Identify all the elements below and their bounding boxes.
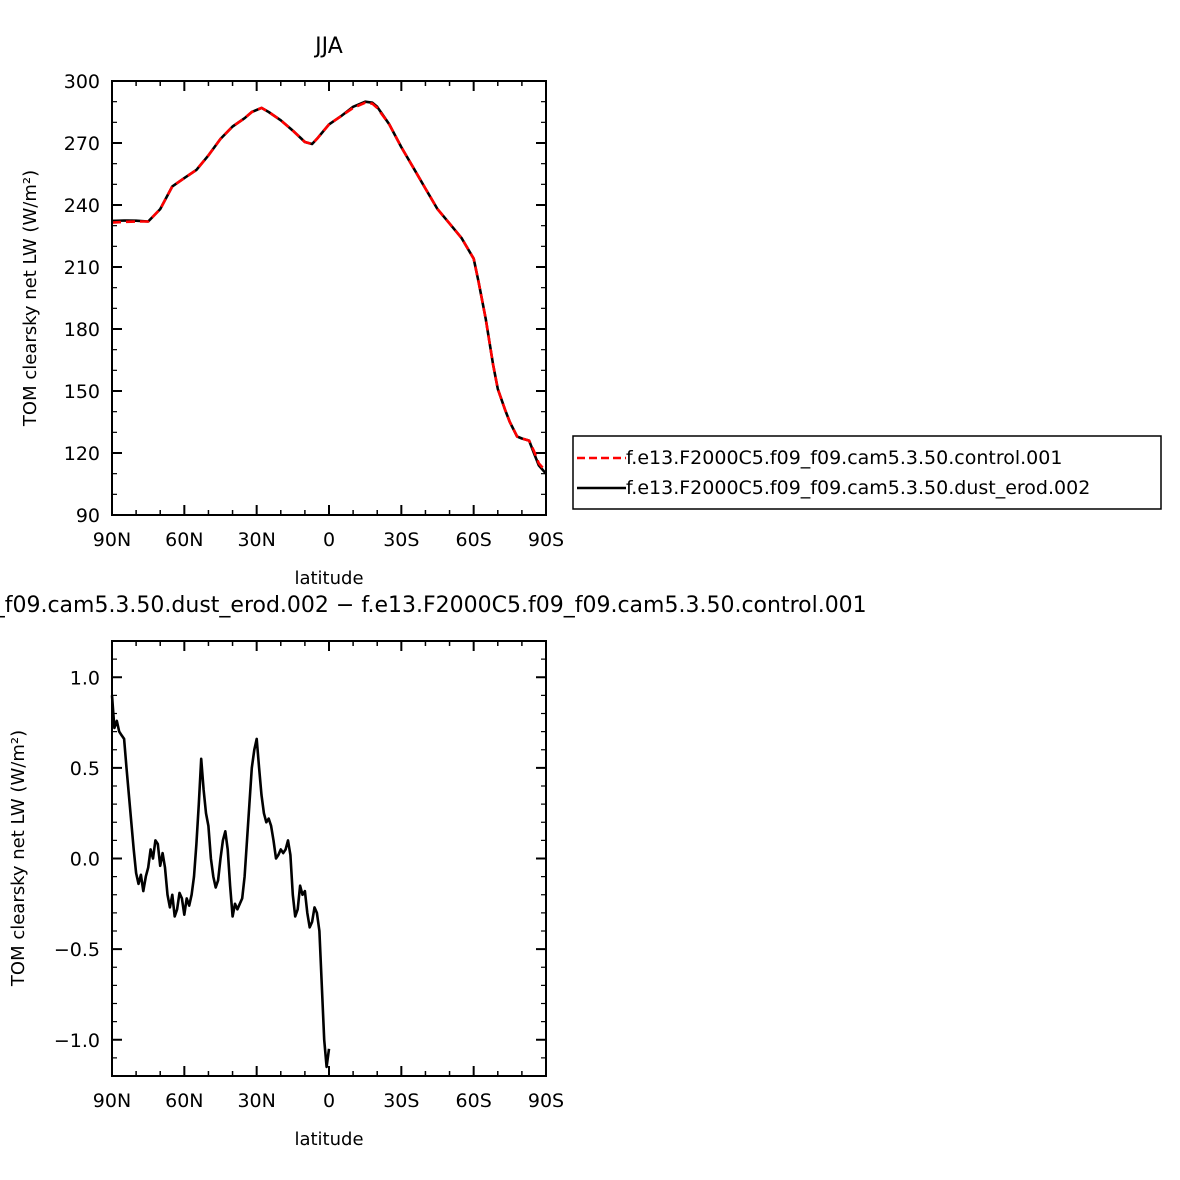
bottom-chart: f.e13.F2000C5.f09_f09.cam5.3.50.dust_ero… [0,593,867,1150]
bottom-ytick-label: −1.0 [54,1030,100,1052]
bottom-xtick-label: 60N [165,1090,203,1112]
top-ytick-label: 180 [64,319,100,341]
bottom-ytick-label: −0.5 [54,939,100,961]
bottom-chart-xlabel: latitude [294,1129,363,1150]
bottom-chart-ylabel: TOM clearsky net LW (W/m²) [8,730,29,987]
top-ytick-label: 300 [64,71,100,93]
top-xtick-label: 90N [93,529,131,551]
bottom-chart-title: f.e13.F2000C5.f09_f09.cam5.3.50.dust_ero… [0,593,867,618]
top-xtick-label: 30N [237,529,275,551]
bottom-ytick-label: 1.0 [70,667,100,689]
top-chart-ylabel: TOM clearsky net LW (W/m²) [20,170,41,427]
top-chart-xlabel: latitude [294,568,363,589]
top-ytick-label: 90 [76,505,100,527]
bottom-xtick-label: 90S [528,1090,564,1112]
top-ytick-label: 240 [64,195,100,217]
bottom-xtick-label: 90N [93,1090,131,1112]
bottom-chart-ticks: 90N 60N 30N 0 30S 60S 90S 1.0 0.5 0.0 −0.5 −1.0 [54,640,564,1112]
bottom-series-line-0 [110,695,331,1069]
top-ytick-label: 120 [64,443,100,465]
bottom-ytick-label: 0.0 [70,849,100,871]
bottom-ytick-label: 0.5 [70,758,100,780]
top-xtick-label: 0 [323,529,335,551]
top-chart-title: JJA [313,34,343,59]
bottom-xtick-label: 0 [323,1090,335,1112]
bottom-xtick-label: 60S [456,1090,492,1112]
top-chart-frame [111,80,547,516]
bottom-xtick-label: 30S [383,1090,419,1112]
top-ytick-label: 270 [64,133,100,155]
legend: f.e13.F2000C5.f09_f09.cam5.3.50.control.… [572,435,1162,510]
top-xtick-label: 60S [456,529,492,551]
legend-label-dust-erod: f.e13.F2000C5.f09_f09.cam5.3.50.dust_ero… [626,477,1090,499]
legend-box [572,435,1162,510]
top-ytick-label: 150 [64,381,100,403]
top-series-line-0 [111,101,547,473]
legend-label-control: f.e13.F2000C5.f09_f09.cam5.3.50.control.… [626,447,1062,469]
bottom-xtick-label: 30N [237,1090,275,1112]
top-xtick-label: 90S [528,529,564,551]
bottom-chart-frame [111,640,547,1077]
bottom-chart-series [110,695,331,1069]
top-chart: JJA 90N 60N 30N 0 30S 60S 90S 90 120 150 180 210 240… [20,34,564,589]
top-chart-series [111,100,547,475]
top-xtick-label: 60N [165,529,203,551]
top-xtick-label: 30S [383,529,419,551]
top-ytick-label: 210 [64,257,100,279]
